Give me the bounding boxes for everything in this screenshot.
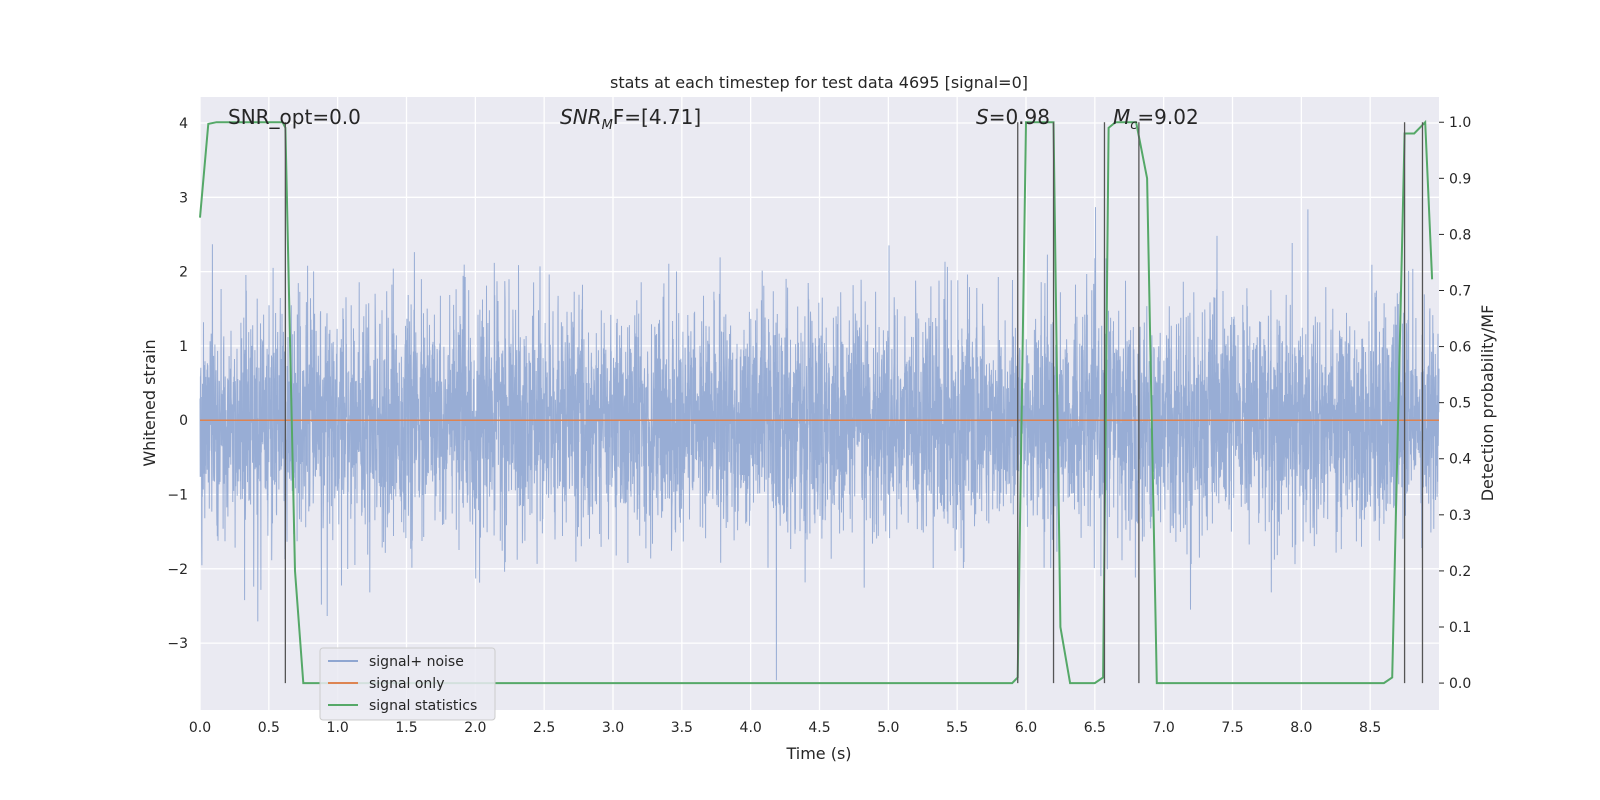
- y2-tick-label: 0.4: [1449, 452, 1471, 468]
- y-tick-label: 3: [179, 190, 188, 206]
- annotation-mc-rest: =9.02: [1137, 105, 1198, 129]
- y2-axis-label: Detection probability/MF: [1478, 305, 1497, 502]
- detection-vlines: [284, 122, 1424, 684]
- annotation-snr-mf-sub: M: [602, 118, 613, 133]
- x-tick-label: 8.0: [1290, 720, 1312, 736]
- y-tick-label: 2: [179, 265, 188, 281]
- x-tick-label: 4.5: [808, 720, 830, 736]
- signal-plus-noise-line: [199, 207, 1440, 681]
- y2-tick-label: 1.0: [1449, 115, 1471, 131]
- signal-statistics-line: [199, 119, 1434, 685]
- x-tick-label: 4.0: [740, 720, 762, 736]
- x-tick-label: 1.5: [395, 720, 417, 736]
- annotation-mc: Mc=9.02: [1113, 105, 1199, 133]
- signal-plus-noise-series: [199, 207, 1440, 681]
- y2-axis-ticks: 0.0 0.1 0.2 0.3 0.4 0.5 0.6 0.7 0.8 0.9 1.0: [1439, 115, 1471, 692]
- y-axis-ticks: −3 −2 −1 0 1 2 3 4: [167, 116, 188, 652]
- x-tick-label: 0.0: [189, 720, 211, 736]
- y2-tick-label: 0.2: [1449, 564, 1471, 580]
- y-tick-label: 1: [179, 339, 188, 355]
- annotation-snr-opt: SNR_opt=0.0: [228, 105, 361, 129]
- y-tick-label: −3: [167, 636, 188, 652]
- x-tick-label: 0.5: [258, 720, 280, 736]
- y2-tick-label: 0.7: [1449, 283, 1471, 299]
- y2-tick-label: 0.0: [1449, 676, 1471, 692]
- annotation-mc-sub: c: [1130, 118, 1137, 133]
- annotation-mc-main: M: [1113, 105, 1130, 129]
- y2-tick-label: 0.9: [1449, 171, 1471, 187]
- x-tick-label: 3.0: [602, 720, 624, 736]
- x-tick-label: 2.0: [464, 720, 486, 736]
- legend-label-stats: signal statistics: [369, 698, 477, 714]
- x-tick-label: 6.5: [1084, 720, 1106, 736]
- series-lines: [199, 119, 1439, 685]
- annotation-snr-mf-main: SNR: [560, 105, 602, 129]
- x-tick-label: 7.5: [1221, 720, 1243, 736]
- x-tick-label: 8.5: [1359, 720, 1381, 736]
- x-tick-label: 3.5: [671, 720, 693, 736]
- annotation-snr-mf-rest: F=[4.71]: [613, 105, 701, 129]
- y-tick-label: 4: [179, 116, 188, 132]
- y-tick-label: −1: [167, 488, 188, 504]
- legend-box: [319, 647, 496, 721]
- x-tick-label: 1.0: [327, 720, 349, 736]
- chart-title: stats at each timestep for test data 469…: [610, 73, 1028, 92]
- x-axis-ticks: 0.0 0.5 1.0 1.5 2.0 2.5 3.0 3.5 4.0 4.5 5.0 5.5 6.0 6…: [189, 720, 1381, 736]
- annotation-snr-mf: SNRMF=[4.71]: [560, 105, 701, 133]
- x-tick-label: 5.5: [946, 720, 968, 736]
- y-tick-label: −2: [167, 562, 188, 578]
- y-tick-label: 0: [179, 413, 188, 429]
- y2-tick-label: 0.8: [1449, 227, 1471, 243]
- legend-label-noise: signal+ noise: [369, 654, 464, 670]
- legend-label-signal: signal only: [369, 676, 444, 692]
- x-tick-label: 6.0: [1015, 720, 1037, 736]
- annotation-s-main: S: [976, 105, 989, 129]
- y2-tick-label: 0.5: [1449, 396, 1471, 412]
- annotation-s: S=0.98: [976, 105, 1050, 129]
- legend: signal+ noise signal only signal statist…: [319, 647, 496, 721]
- y2-tick-label: 0.3: [1449, 508, 1471, 524]
- y2-tick-label: 0.6: [1449, 340, 1471, 356]
- x-tick-label: 7.0: [1153, 720, 1175, 736]
- y2-tick-label: 0.1: [1449, 620, 1471, 636]
- x-axis-label: Time (s): [785, 744, 851, 763]
- x-tick-label: 2.5: [533, 720, 555, 736]
- x-tick-label: 5.0: [877, 720, 899, 736]
- annotation-s-rest: =0.98: [989, 105, 1050, 129]
- y-axis-label: Whitened strain: [140, 339, 159, 466]
